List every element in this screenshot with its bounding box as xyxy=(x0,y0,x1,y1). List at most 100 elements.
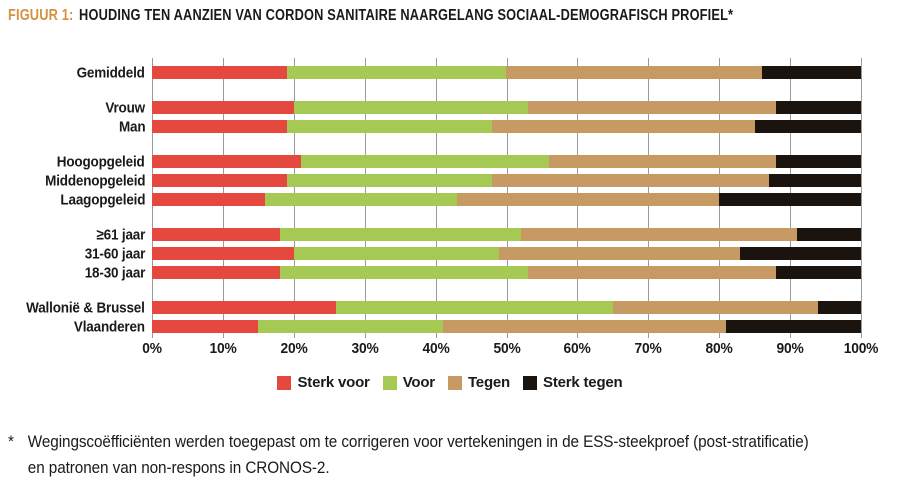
category-label-laagopgeleid: Laagopgeleid xyxy=(60,191,145,208)
segment-sterk-voor xyxy=(152,120,287,133)
footnote-line-1: Wegingscoëfficiënten werden toegepast om… xyxy=(27,432,809,451)
segment-tegen xyxy=(520,228,798,241)
footnote-line-2: en patronen van non-respons in CRONOS-2. xyxy=(27,458,330,477)
category-label-vlaanderen: Vlaanderen xyxy=(74,318,145,335)
bar-row-gemiddeld xyxy=(152,66,861,79)
category-labels: Gemiddeld Vrouw Man Hoogopgeleid Middenopgel… xyxy=(0,58,145,338)
figure-title-prefix: FIGUUR 1: xyxy=(8,7,74,24)
x-tick-label: 80% xyxy=(705,340,733,357)
segment-sterk-tegen xyxy=(740,247,861,260)
category-label-vrouw: Vrouw xyxy=(105,99,145,116)
segment-tegen xyxy=(527,101,776,114)
bar-row-middenopgeleid xyxy=(152,174,861,187)
x-tick-label: 20% xyxy=(280,340,308,357)
segment-sterk-voor xyxy=(152,66,287,79)
segment-sterk-tegen xyxy=(719,193,861,206)
x-tick-label: 50% xyxy=(492,340,521,357)
plot-area xyxy=(152,58,862,338)
x-tick-label: 0% xyxy=(142,340,162,357)
segment-sterk-tegen xyxy=(726,320,861,333)
legend-label-sterk-tegen: Sterk tegen xyxy=(543,374,623,391)
legend-swatch-voor xyxy=(382,375,397,390)
footnote-marker: * xyxy=(8,432,14,451)
footnote-lines: Wegingscoëfficiënten werden toegepast om… xyxy=(28,429,809,481)
segment-tegen xyxy=(499,247,741,260)
segment-sterk-tegen xyxy=(775,266,861,279)
segment-sterk-voor xyxy=(152,247,294,260)
category-label-man: Man xyxy=(118,118,146,135)
segment-tegen xyxy=(612,301,819,314)
segment-voor xyxy=(286,66,507,79)
segment-tegen xyxy=(456,193,720,206)
segment-sterk-tegen xyxy=(775,101,861,114)
segment-sterk-voor xyxy=(152,101,294,114)
x-tick-label: 100% xyxy=(843,340,879,357)
x-tick-label: 70% xyxy=(634,340,662,357)
category-label-middenopgeleid: Middenopgeleid xyxy=(44,172,145,189)
segment-voor xyxy=(336,301,613,314)
bar-row-laagopgeleid xyxy=(152,193,861,206)
category-label-61-jaar: ≥61 jaar xyxy=(96,226,145,243)
legend-item-voor: Voor xyxy=(382,374,435,391)
segment-sterk-tegen xyxy=(754,120,861,133)
segment-voor xyxy=(286,120,493,133)
legend-label-sterk-voor: Sterk voor xyxy=(297,374,370,391)
category-label-18-30-jaar: 18-30 jaar xyxy=(84,264,145,281)
segment-sterk-voor xyxy=(152,228,280,241)
bar-row-31-60-jaar xyxy=(152,247,861,260)
gridline xyxy=(861,58,862,338)
x-axis: 0% 10% 20% 30% 40% 50% 60% 70% 80% 90% 100% xyxy=(142,340,878,358)
segment-sterk-tegen xyxy=(761,66,861,79)
segment-sterk-voor xyxy=(152,320,259,333)
segment-sterk-tegen xyxy=(768,174,861,187)
segment-voor xyxy=(293,247,500,260)
segment-sterk-tegen xyxy=(797,228,861,241)
legend-swatch-sterk-tegen xyxy=(523,375,538,390)
figure-title: FIGUUR 1: HOUDING TEN AANZIEN VAN CORDON … xyxy=(8,7,733,25)
category-label-gemiddeld: Gemiddeld xyxy=(76,64,145,81)
x-tick-label: 40% xyxy=(422,340,450,357)
x-tick-label: 30% xyxy=(351,340,379,357)
category-label-hoogopgeleid: Hoogopgeleid xyxy=(57,153,145,170)
segment-voor xyxy=(258,320,443,333)
legend-swatch-tegen xyxy=(447,375,462,390)
legend-item-sterk-tegen: Sterk tegen xyxy=(523,374,623,391)
segment-voor xyxy=(279,228,521,241)
segment-voor xyxy=(293,101,528,114)
footnote: * Wegingscoëfficiënten werden toegepast … xyxy=(8,429,809,481)
legend-item-tegen: Tegen xyxy=(447,374,511,391)
bar-row-61-jaar xyxy=(152,228,861,241)
segment-tegen xyxy=(492,174,769,187)
segment-sterk-voor xyxy=(152,301,337,314)
category-label-walloni-brussel: Wallonië & Brussel xyxy=(26,299,145,316)
legend-swatch-sterk-voor xyxy=(277,375,292,390)
bar-row-walloni-brussel xyxy=(152,301,861,314)
x-tick-label: 60% xyxy=(563,340,591,357)
segment-tegen xyxy=(527,266,776,279)
segment-tegen xyxy=(492,120,755,133)
segment-voor xyxy=(265,193,457,206)
legend-label-tegen: Tegen xyxy=(467,374,511,391)
bar-row-hoogopgeleid xyxy=(152,155,861,168)
segment-sterk-tegen xyxy=(775,155,861,168)
segment-sterk-voor xyxy=(152,266,280,279)
segment-sterk-voor xyxy=(152,155,301,168)
segment-voor xyxy=(300,155,550,168)
segment-sterk-tegen xyxy=(818,301,861,314)
x-tick-label: 10% xyxy=(209,340,237,357)
bar-row-man xyxy=(152,120,861,133)
bar-row-vlaanderen xyxy=(152,320,861,333)
segment-tegen xyxy=(506,66,762,79)
segment-tegen xyxy=(549,155,776,168)
category-label-31-60-jaar: 31-60 jaar xyxy=(84,245,145,262)
legend: Sterk voor Voor Tegen Sterk tegen xyxy=(0,374,900,391)
legend-item-sterk-voor: Sterk voor xyxy=(277,374,370,391)
segment-tegen xyxy=(442,320,727,333)
figure-title-text: HOUDING TEN AANZIEN VAN CORDON SANITAIRE… xyxy=(79,7,734,24)
segment-voor xyxy=(286,174,493,187)
segment-voor xyxy=(279,266,528,279)
legend-label-voor: Voor xyxy=(402,374,435,391)
x-tick-label: 90% xyxy=(776,340,804,357)
segment-sterk-voor xyxy=(152,193,266,206)
